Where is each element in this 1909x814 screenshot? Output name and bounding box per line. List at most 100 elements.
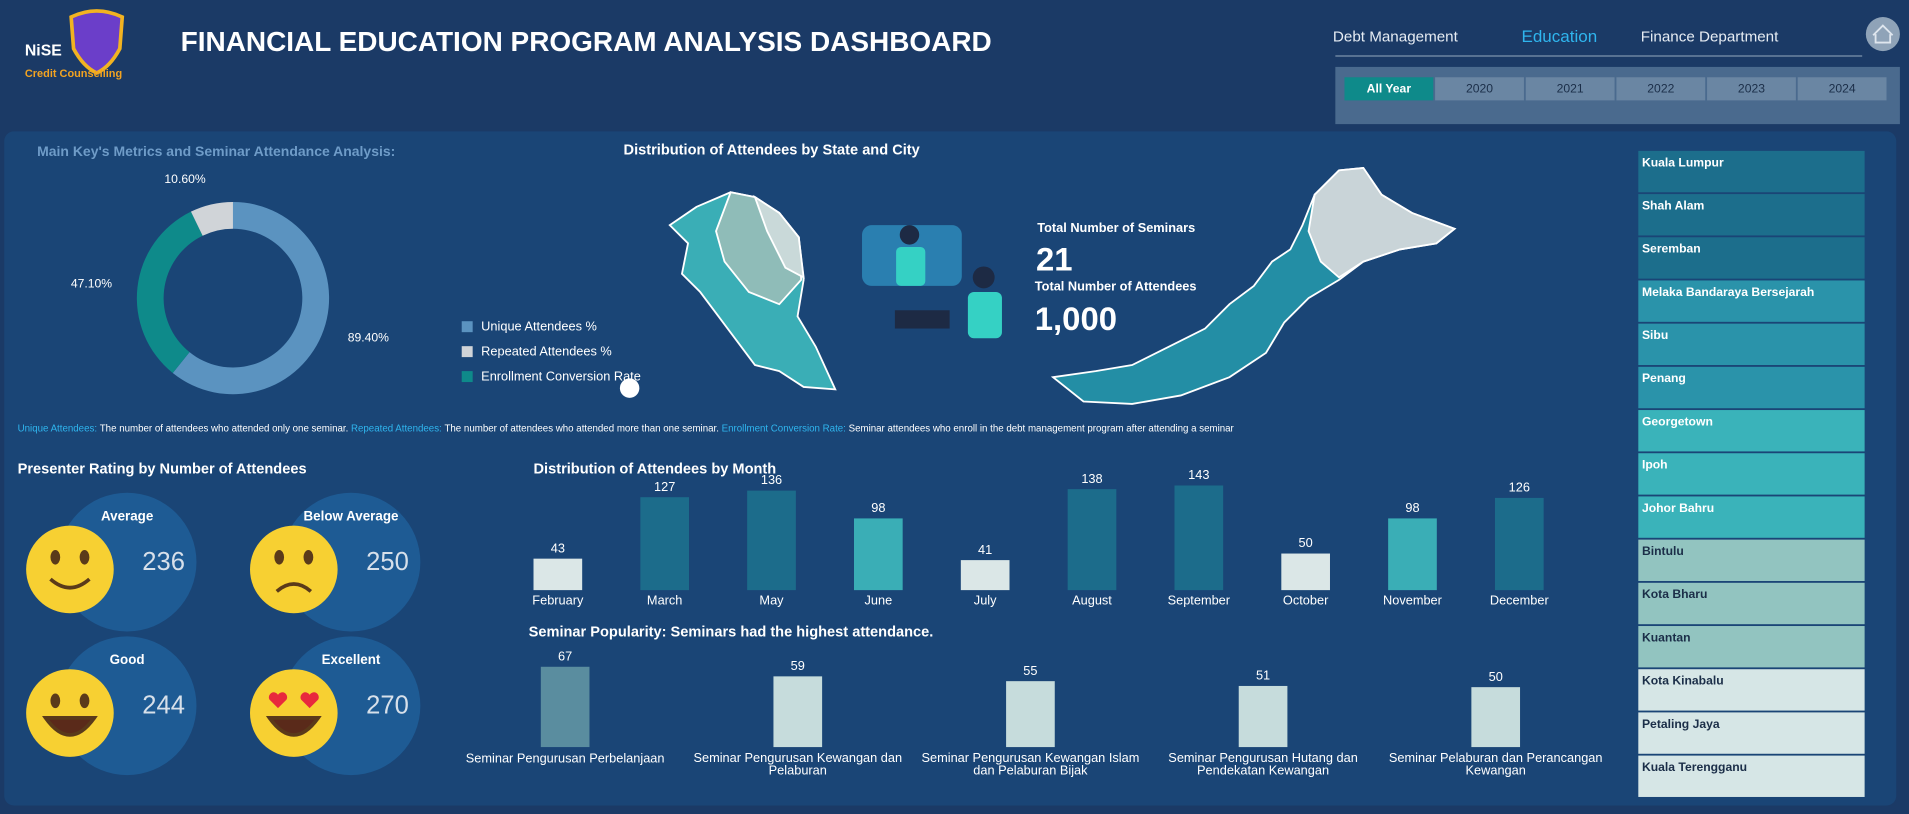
city-row[interactable] [1638, 323, 1865, 366]
year-button[interactable] [1524, 76, 1616, 102]
city-row[interactable] [1638, 194, 1865, 236]
year-button[interactable] [1343, 76, 1435, 102]
bar-value: 51 [1256, 668, 1270, 683]
city-row[interactable] [1638, 280, 1865, 322]
label-line: Kewangan [1466, 763, 1526, 778]
rating-label: Good [110, 652, 145, 667]
x-tick-label: December [1490, 592, 1550, 607]
x-tick-label: August [1072, 592, 1112, 607]
city-label: Kota Kinabalu [1642, 674, 1724, 688]
emoji-eye [274, 549, 285, 565]
bar [1067, 489, 1117, 591]
main-panel [4, 131, 1897, 806]
bar [773, 676, 823, 748]
definition-term: Repeated Attendees: [351, 423, 442, 434]
emoji-face [26, 669, 114, 757]
label-line: Seminar Pengurusan Hutang dan [1168, 751, 1357, 766]
logo-top: NiSE [25, 42, 62, 59]
city-row[interactable] [1638, 496, 1865, 538]
bar [1388, 518, 1437, 591]
emoji-eye [50, 693, 61, 709]
city-row[interactable] [1638, 582, 1865, 625]
illustration-head [972, 266, 995, 289]
city-row[interactable] [1638, 539, 1865, 581]
year-label: 2024 [1829, 82, 1856, 96]
year-button[interactable] [1433, 76, 1526, 102]
nav-tab[interactable]: Finance Department [1641, 29, 1779, 46]
bar-value: 50 [1489, 669, 1503, 684]
year-button[interactable] [1796, 76, 1888, 102]
emoji-eye [303, 549, 314, 565]
city-row[interactable] [1638, 669, 1865, 711]
x-tick-label: March [647, 592, 682, 607]
definition-term: Enrollment Conversion Rate: [722, 423, 846, 434]
x-tick-label: July [974, 592, 997, 607]
logo-bottom: Credit Counselling [25, 68, 122, 80]
legend-label: Unique Attendees % [481, 319, 597, 334]
city-label: Johor Bahru [1642, 501, 1714, 515]
emoji-face [250, 525, 338, 614]
label-line: Seminar Pelaburan dan Perancangan [1389, 751, 1603, 766]
city-row[interactable] [1638, 755, 1865, 797]
illustration-body [967, 292, 1002, 339]
city-row[interactable] [1638, 237, 1865, 279]
bar [747, 490, 796, 591]
city-label: Georgetown [1642, 414, 1713, 428]
x-tick-label: November [1383, 592, 1443, 607]
city-label: Kuala Terengganu [1642, 760, 1747, 774]
x-tick-label: May [759, 592, 784, 607]
bar-value: 59 [791, 658, 805, 673]
map-state [753, 194, 805, 280]
rating-value: 270 [366, 692, 409, 720]
x-tick-label: September [1168, 592, 1231, 607]
city-label: Shah Alam [1642, 198, 1705, 212]
legend-label: Repeated Attendees % [481, 344, 612, 359]
illustration-laptop [894, 310, 950, 329]
city-row[interactable] [1638, 626, 1865, 668]
x-tick-label: Seminar Pengurusan Perbelanjaan [466, 751, 665, 766]
emoji-eye [268, 692, 288, 709]
nav-tab[interactable]: Education [1522, 27, 1598, 46]
legend-swatch [461, 346, 473, 358]
zoom-icon[interactable] [619, 378, 640, 398]
emoji-eye [300, 692, 319, 709]
city-label: Sibu [1642, 328, 1668, 342]
map-title: Distribution of Attendees by State and C… [624, 143, 921, 159]
dashboard-title: FINANCIAL EDUCATION PROGRAM ANALYSIS DAS… [181, 26, 992, 57]
section-title: Main Key's Metrics and Seminar Attendanc… [37, 143, 395, 159]
logo-shield [69, 9, 125, 76]
year-label: 2023 [1738, 82, 1765, 96]
bar-value: 55 [1023, 663, 1037, 678]
bar [1174, 485, 1224, 591]
city-row[interactable] [1638, 453, 1865, 495]
emoji-eye [79, 549, 90, 565]
x-tick-label: Seminar Pengurusan Hutang dan Pendekatan … [1168, 751, 1357, 778]
city-row[interactable] [1638, 712, 1865, 754]
nav-tab[interactable]: Debt Management [1333, 29, 1459, 46]
city-row[interactable] [1638, 410, 1865, 452]
city-row[interactable] [1638, 366, 1865, 409]
city-row[interactable] [1638, 150, 1865, 193]
donut-label: 10.60% [164, 172, 205, 186]
home-button[interactable] [1865, 17, 1900, 52]
rating-value: 250 [366, 548, 409, 576]
year-button[interactable] [1705, 76, 1798, 102]
donut-segment [136, 211, 203, 374]
emoji-face [26, 525, 114, 614]
label-line: dan Pelaburan Bijak [973, 763, 1088, 778]
rating-label: Excellent [322, 652, 381, 667]
x-tick-label: Seminar Pengurusan Kewangan dan Pelaburan [693, 751, 902, 778]
rating-value: 236 [142, 548, 185, 576]
rating-value: 244 [142, 692, 185, 720]
city-label: Penang [1642, 371, 1686, 385]
illustration-head [899, 225, 920, 245]
bar [640, 497, 690, 591]
legend-swatch [461, 321, 473, 333]
x-tick-label: Seminar Pelaburan dan Perancangan Kewanga… [1389, 751, 1603, 778]
kpi-label: Total Number of Attendees [1035, 279, 1197, 294]
definition-text: The number of attendees who attended onl… [100, 423, 349, 434]
label-line: Seminar Pengurusan Kewangan dan [693, 751, 902, 766]
year-label: 2022 [1647, 82, 1674, 96]
year-button[interactable] [1615, 76, 1707, 102]
